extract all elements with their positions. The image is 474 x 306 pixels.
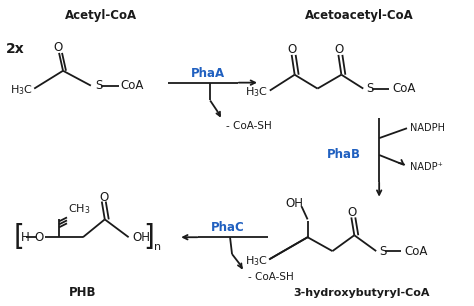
Text: S: S	[95, 79, 102, 92]
Text: H$_3$C: H$_3$C	[245, 254, 268, 268]
Text: OH: OH	[133, 231, 151, 244]
Text: H$_3$C: H$_3$C	[10, 84, 33, 98]
Text: O: O	[287, 43, 296, 56]
Text: Acetyl-CoA: Acetyl-CoA	[65, 9, 137, 22]
Text: H$_3$C: H$_3$C	[245, 86, 268, 99]
Text: NADP⁺: NADP⁺	[410, 162, 443, 172]
Text: 2x: 2x	[6, 42, 25, 56]
Text: O: O	[348, 206, 357, 219]
Text: CoA: CoA	[121, 79, 144, 92]
Text: 3-hydroxybutyryl-CoA: 3-hydroxybutyryl-CoA	[293, 288, 429, 298]
Text: PhaB: PhaB	[327, 148, 361, 162]
Text: CoA: CoA	[404, 244, 428, 258]
Text: NADPH: NADPH	[410, 123, 445, 133]
Text: - CoA-SH: - CoA-SH	[248, 272, 294, 282]
Text: H: H	[21, 231, 30, 244]
Text: S: S	[366, 82, 374, 95]
Text: O: O	[35, 231, 44, 244]
Text: [: [	[14, 223, 25, 251]
Text: OH: OH	[286, 197, 304, 210]
Text: O: O	[99, 191, 109, 204]
Text: n: n	[155, 242, 162, 252]
Text: PhaA: PhaA	[191, 67, 225, 80]
Text: O: O	[335, 43, 344, 56]
Text: O: O	[54, 41, 63, 54]
Text: CoA: CoA	[392, 82, 415, 95]
Text: - CoA-SH: - CoA-SH	[226, 121, 272, 131]
Text: Acetoacetyl-CoA: Acetoacetyl-CoA	[305, 9, 414, 22]
Text: PhaC: PhaC	[211, 221, 245, 234]
Text: ]: ]	[143, 223, 154, 251]
Text: PHB: PHB	[69, 286, 97, 299]
Text: S: S	[379, 244, 386, 258]
Text: CH$_3$: CH$_3$	[68, 203, 90, 216]
